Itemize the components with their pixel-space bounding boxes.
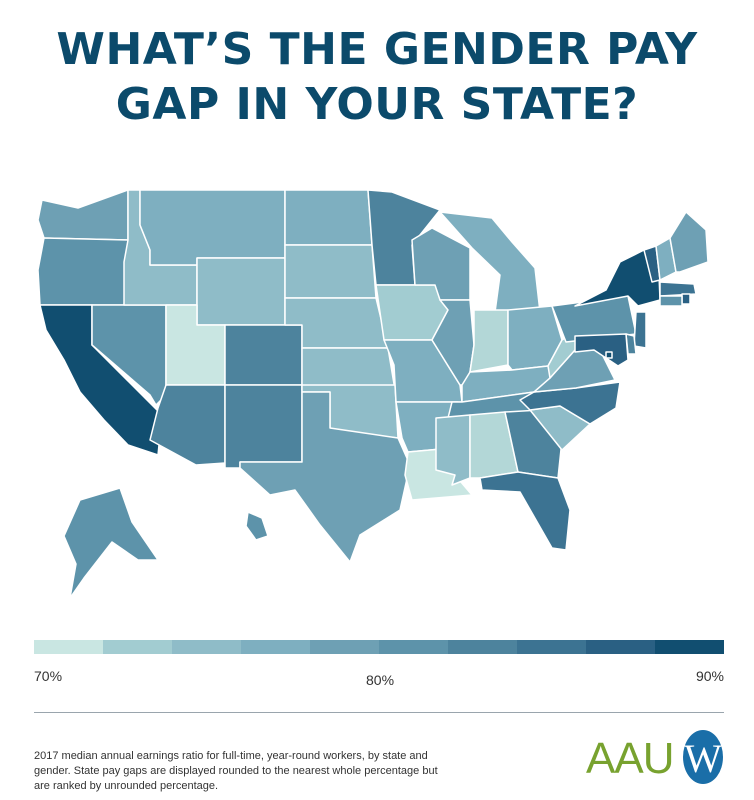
title-line-2: GAP IN YOUR STATE? (115, 79, 639, 130)
state-or (37, 237, 129, 306)
state-wa (37, 189, 129, 241)
state-ks (301, 347, 396, 391)
state-wy (196, 257, 286, 326)
state-fl (479, 471, 571, 551)
state-tx (239, 391, 411, 563)
divider-line (34, 712, 724, 713)
logo-w-mark-icon: W (683, 730, 723, 784)
legend-scale-bar (34, 640, 724, 654)
legend-bin-4 (241, 640, 311, 654)
legend-bin-6 (379, 640, 449, 654)
state-mt (139, 189, 286, 266)
state-dc (605, 351, 613, 359)
state-nm (224, 384, 303, 469)
footnote: 2017 median annual earnings ratio for fu… (34, 750, 438, 792)
state-in (469, 309, 509, 373)
legend-bin-5 (310, 640, 380, 654)
state-az (149, 384, 226, 466)
legend-bin-3 (172, 640, 242, 654)
legend-mid-label: 80% (366, 672, 395, 688)
legend-bin-10 (655, 640, 724, 654)
state-md (574, 333, 629, 367)
state-ak (63, 487, 159, 599)
logo-letters: AAU (586, 734, 674, 783)
state-nd (284, 189, 373, 246)
us-choropleth-map (37, 189, 709, 599)
logo-mark-letter: W (684, 736, 722, 781)
legend-min-label: 70% (34, 668, 63, 684)
legend-bin-2 (103, 640, 173, 654)
aauw-logo: AAU W (586, 728, 726, 786)
state-sd (284, 244, 377, 299)
legend-bin-1 (34, 640, 104, 654)
state-ri (681, 293, 691, 305)
state-hi (245, 511, 269, 541)
state-nj (633, 311, 647, 349)
state-ma (659, 281, 697, 297)
legend-bin-7 (448, 640, 518, 654)
title-line-1: WHAT’S THE GENDER PAY (56, 24, 698, 75)
state-ct (659, 295, 683, 307)
legend-bin-9 (586, 640, 656, 654)
state-me (669, 211, 709, 273)
legend-max-label: 90% (695, 668, 724, 684)
state-co (224, 324, 303, 386)
map-title: WHAT’S THE GENDER PAY GAP IN YOUR STATE? (0, 22, 754, 132)
state-nc (519, 381, 621, 425)
legend-bin-8 (517, 640, 587, 654)
